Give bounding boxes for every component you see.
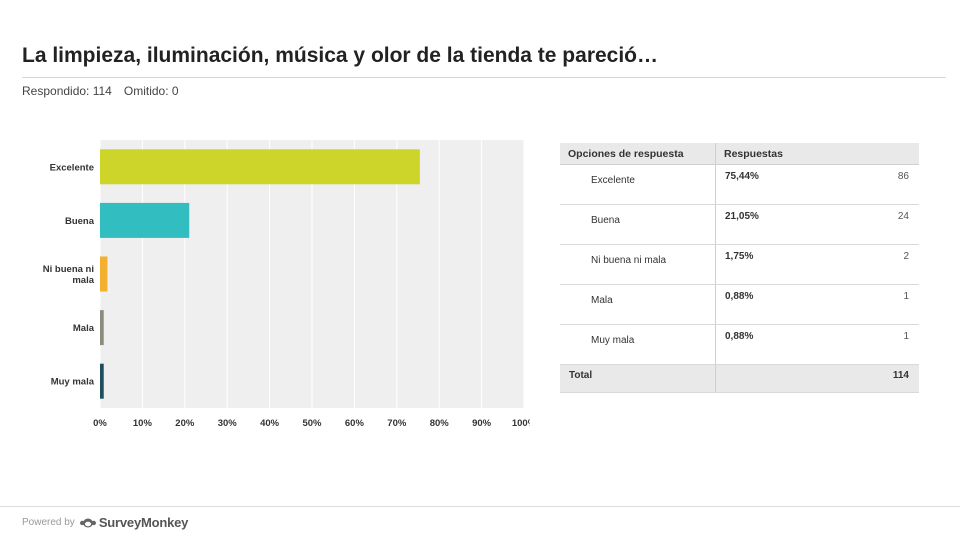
row-option: Muy mala [560,324,716,365]
bar-chart: 0% 10% 20% 30% 40% 50% 60% 70% 80% 90% 100% Excelen… [43,140,530,429]
x-tick-label: 40% [260,418,280,429]
x-tick-label: 10% [133,418,153,429]
x-tick-label: 70% [387,418,407,429]
page-title: La limpieza, iluminación, música y olor … [22,44,659,67]
bar [100,149,420,185]
total-label: Total [560,364,716,393]
row-option: Buena [560,204,716,245]
row-values: 21,05% 24 [715,204,919,245]
row-percent: 1,75% [725,251,754,262]
table-row: Muy mala 0,88% 1 [560,324,919,365]
row-option: Ni buena ni mala [560,244,716,285]
row-values: 0,88% 1 [715,324,919,365]
category-label: Ni buena ni [43,264,94,275]
table-total-row: Total 114 [560,364,919,393]
skipped-count: Omitido: 0 [123,84,179,98]
bar [100,202,190,238]
bar [100,310,104,346]
x-tick-label: 0% [93,418,107,429]
row-values: 75,44% 86 [715,164,919,205]
footer-divider [0,506,960,507]
x-tick-label: 90% [472,418,492,429]
surveymonkey-logo-icon [79,518,96,528]
x-tick-label: 50% [302,418,322,429]
responses-table: Opciones de respuesta Respuestas Excelen… [560,143,919,393]
table-row: Mala 0,88% 1 [560,284,919,325]
category-label: Excelente [50,162,94,173]
category-label: Buena [65,216,95,227]
table-header-row: Opciones de respuesta Respuestas [560,143,919,165]
response-summary: Respondido: 114 Omitido: 0 [22,84,179,98]
x-tick-label: 80% [430,418,450,429]
row-percent: 0,88% [725,291,754,302]
row-count: 24 [897,211,909,222]
row-count: 1 [903,331,909,342]
brand-name: SurveyMonkey [98,515,189,530]
row-count: 86 [897,171,909,182]
powered-by-text: Powered by [22,517,75,528]
table-row: Buena 21,05% 24 [560,204,919,245]
bar [100,256,108,292]
footer: Powered by SurveyMonkey [22,515,188,530]
x-tick-label: 30% [218,418,238,429]
header-answer-options: Opciones de respuesta [560,143,716,165]
category-label: mala [72,275,94,286]
answered-count: Respondido: 114 [22,84,112,98]
row-count: 2 [903,251,909,262]
table-row: Ni buena ni mala 1,75% 2 [560,244,919,285]
row-values: 0,88% 1 [715,284,919,325]
x-tick-label: 60% [345,418,365,429]
row-values: 1,75% 2 [715,244,919,285]
bar [100,363,104,399]
row-option: Mala [560,284,716,325]
title-divider [22,77,946,78]
row-percent: 0,88% [725,331,754,342]
total-value: 114 [715,364,919,393]
row-percent: 75,44% [725,171,759,182]
row-percent: 21,05% [725,211,759,222]
x-tick-label: 20% [175,418,195,429]
x-tick-label: 100% [512,418,530,429]
row-option: Excelente [560,164,716,205]
category-label: Muy mala [51,377,95,388]
header-responses: Respuestas [715,143,919,165]
table-row: Excelente 75,44% 86 [560,164,919,205]
category-label: Mala [73,323,95,334]
row-count: 1 [903,291,909,302]
